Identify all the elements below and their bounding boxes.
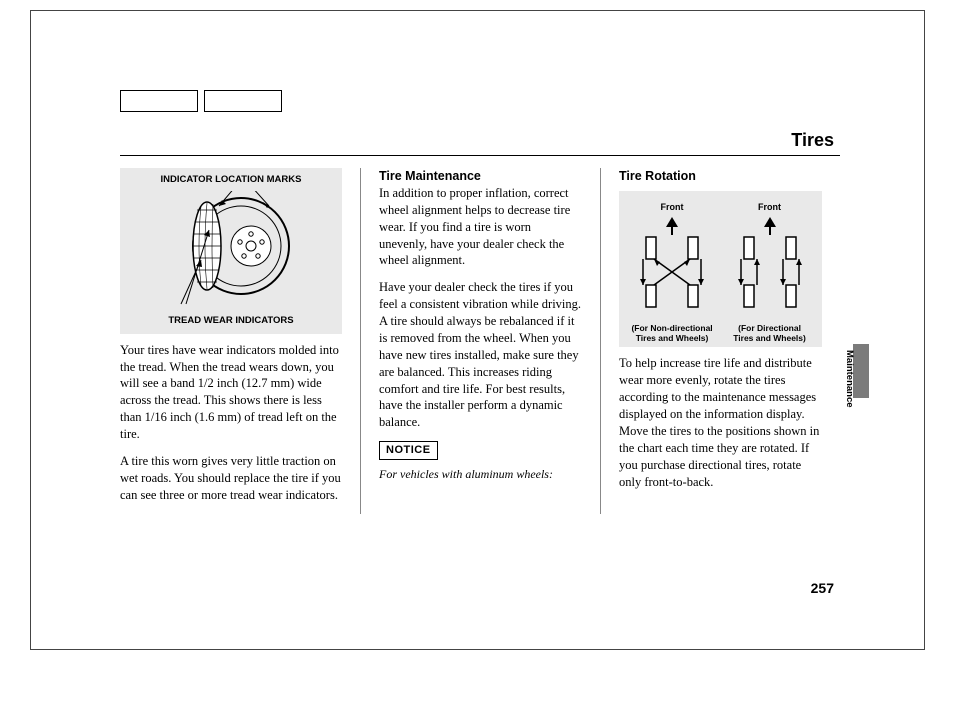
col3-heading: Tire Rotation	[619, 168, 822, 185]
col2-para-2: Have your dealer check the tires if you …	[379, 279, 582, 431]
rotation-straight-diagram	[730, 215, 810, 315]
dir-caption: (For Directional Tires and Wheels)	[730, 324, 810, 344]
tire-fig-title: INDICATOR LOCATION MARKS	[124, 174, 338, 187]
front-label-1: Front	[631, 201, 712, 213]
top-nav-placeholder	[120, 90, 282, 112]
col1-para-2: A tire this worn gives very little tract…	[120, 453, 342, 504]
col3-para-1: To help increase tire life and distribut…	[619, 355, 822, 490]
front-label-2: Front	[730, 201, 810, 213]
rotation-directional: Front	[730, 201, 810, 344]
title-rule	[120, 155, 840, 156]
nav-box-1	[120, 90, 198, 112]
tire-indicator-figure: INDICATOR LOCATION MARKS	[120, 168, 342, 334]
nondir-cap-l1: (For Non-directional	[631, 323, 712, 333]
rotation-cross-diagram	[632, 215, 712, 315]
rotation-figure: Front	[619, 191, 822, 348]
section-side-label: Maintenance	[844, 350, 855, 408]
nondir-cap-l2: Tires and Wheels)	[636, 333, 709, 343]
section-tab	[853, 344, 869, 398]
col2-para-1: In addition to proper inflation, correct…	[379, 185, 582, 269]
tire-fig-caption: TREAD WEAR INDICATORS	[124, 315, 338, 328]
notice-text: For vehicles with aluminum wheels:	[379, 466, 582, 482]
notice-box: NOTICE	[379, 441, 438, 460]
content-columns: INDICATOR LOCATION MARKS	[120, 168, 840, 514]
dir-cap-l2: Tires and Wheels)	[733, 333, 806, 343]
dir-cap-l1: (For Directional	[738, 323, 801, 333]
nondir-caption: (For Non-directional Tires and Wheels)	[631, 324, 712, 344]
column-2: Tire Maintenance In addition to proper i…	[360, 168, 600, 514]
column-3: Tire Rotation Front	[600, 168, 840, 514]
tire-illustration	[151, 191, 311, 311]
nav-box-2	[204, 90, 282, 112]
col2-heading: Tire Maintenance	[379, 168, 582, 185]
page-title: Tires	[791, 130, 834, 151]
rotation-nondirectional: Front	[631, 201, 712, 344]
page-number: 257	[811, 580, 834, 596]
column-1: INDICATOR LOCATION MARKS	[120, 168, 360, 514]
col1-para-1: Your tires have wear indicators molded i…	[120, 342, 342, 443]
